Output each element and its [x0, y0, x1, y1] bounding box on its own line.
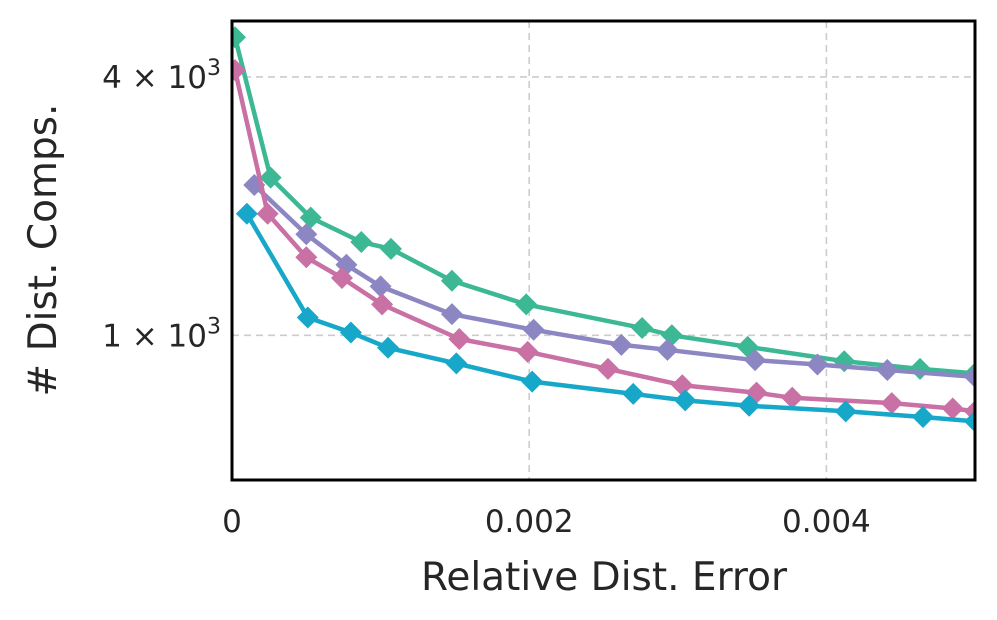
series-purple: [243, 173, 975, 388]
series-blue-marker: [296, 306, 319, 329]
series-purple-marker: [806, 353, 829, 376]
series-pink-marker: [516, 340, 539, 363]
y-tick-label: 1 × 103: [102, 314, 221, 354]
y-tick-base: 4: [102, 60, 122, 96]
series-pink-marker: [232, 59, 246, 82]
series-green-marker: [232, 26, 246, 49]
series-pink-marker: [448, 328, 471, 351]
series-green-marker: [380, 237, 403, 260]
series-purple-marker: [243, 173, 266, 196]
series-pink-marker: [671, 374, 694, 397]
series-green-marker: [631, 316, 654, 339]
series-blue-marker: [235, 202, 258, 225]
y-axis-title: # Dist. Comps.: [21, 104, 66, 397]
series-purple-marker: [610, 333, 633, 356]
series-pink-marker: [880, 392, 903, 415]
series-purple-marker: [522, 318, 545, 341]
series-layer: [232, 26, 975, 433]
y-tick-times: × 10: [122, 318, 207, 354]
y-tick-times: × 10: [122, 60, 207, 96]
x-tick-label: 0: [222, 504, 242, 540]
plot-frame: [230, 19, 977, 482]
series-blue-marker: [622, 382, 645, 405]
series-pink-marker: [295, 246, 318, 269]
y-tick-base: 1: [102, 318, 122, 354]
series-green: [232, 26, 975, 385]
series-pink-line: [232, 67, 975, 414]
series-blue-marker: [911, 406, 934, 429]
series-green-marker: [515, 293, 538, 316]
series-blue-marker: [674, 389, 697, 412]
series-pink-marker: [371, 293, 394, 316]
series-purple-line: [252, 182, 975, 380]
series-blue-marker: [339, 321, 362, 344]
y-tick-exponent: 3: [207, 56, 221, 81]
series-blue-marker: [834, 400, 857, 423]
series-blue-marker: [521, 370, 544, 393]
y-tick-exponent: 3: [207, 314, 221, 339]
series-green-marker: [350, 230, 373, 253]
series-purple-marker: [440, 303, 463, 326]
series-purple-marker: [876, 359, 899, 382]
series-pink-marker: [256, 202, 279, 225]
series-purple-marker: [295, 223, 318, 246]
plot-area: [232, 26, 975, 433]
x-tick-label: 0.002: [485, 504, 574, 540]
series-green-marker: [909, 357, 932, 380]
series-green-marker: [259, 166, 282, 189]
series-blue-marker: [738, 394, 761, 417]
series-purple-marker: [656, 338, 679, 361]
x-axis-title: Relative Dist. Error: [421, 555, 788, 600]
series-pink-marker: [941, 397, 964, 420]
series-green-marker: [299, 206, 322, 229]
series-blue-marker: [445, 352, 468, 375]
x-tick-label: 0.004: [782, 504, 871, 540]
series-pink-marker: [330, 266, 353, 289]
series-pink-marker: [596, 357, 619, 380]
series-pink-marker: [781, 386, 804, 409]
series-purple-marker: [744, 349, 767, 372]
series-purple-marker: [369, 275, 392, 298]
y-tick-label: 4 × 103: [102, 56, 221, 96]
series-blue-marker: [964, 410, 975, 433]
series-purple-marker: [964, 365, 975, 388]
series-blue: [235, 202, 975, 433]
series-blue-marker: [377, 336, 400, 359]
series-green-line: [232, 34, 975, 376]
series-green-marker: [440, 269, 463, 292]
